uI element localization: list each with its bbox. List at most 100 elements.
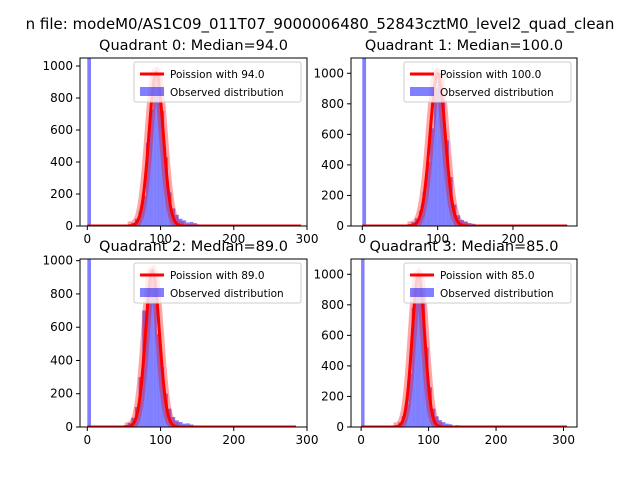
legend-box [133,61,302,103]
hist-bar [408,373,412,427]
x-tick-label: 100 [149,232,172,246]
hist-bar [149,109,154,226]
y-tick-label: 200 [321,389,344,403]
y-tick-label: 1000 [313,66,344,80]
x-tick-label: 300 [296,232,319,246]
hist-bar [142,195,146,226]
hist-spike-bar [87,259,91,427]
hist-bar [404,404,409,427]
hist-bar [171,417,176,427]
y-tick-label: 600 [50,123,73,137]
panel-title: Quadrant 3: Median=85.0 [370,239,559,255]
hist-bar [189,222,194,226]
hist-bar [411,307,416,427]
hist-bar [175,420,179,427]
hist-bar [430,128,434,226]
hist-bar [437,73,442,226]
y-tick-label: 800 [50,287,73,301]
hist-bar [460,219,464,226]
hist-spike-bar [361,259,365,427]
quadrant-panel-3: 0 100 200 300 0 200 400 600 800 1000 Quadrant 3: M… [313,239,578,447]
y-tick-label: 0 [65,219,73,233]
x-tick-label: 300 [296,433,319,447]
x-tick-label: 0 [84,433,92,447]
x-tick-label: 300 [552,433,575,447]
x-tick-label: 100 [426,232,449,246]
y-tick-label: 1000 [313,267,344,281]
hist-bar [418,274,422,427]
hist-bar [156,333,161,427]
legend-box [133,262,302,304]
axes-frame [350,57,578,227]
panel-title: Quadrant 2: Median=89.0 [99,239,288,255]
hist-bar [186,222,190,226]
axes-frame [350,258,578,428]
y-tick-label: 600 [50,320,73,334]
x-tick-label: 200 [222,232,245,246]
hist-bar [153,78,157,226]
x-tick-label: 100 [149,433,172,447]
hist-bar [421,297,426,427]
y-tick-label: 0 [65,420,73,434]
legend: Poission with 85.0 Observed distribution [403,262,572,304]
hist-bar [186,423,190,427]
hist-bar [153,280,157,427]
hist-bar [441,100,446,226]
hist-bar [435,416,439,427]
x-tick-label: 0 [358,232,366,246]
hist-bar [464,221,468,226]
legend-hist-swatch [140,288,164,297]
hist-bar [415,280,419,427]
legend-fit-label: Poission with 94.0 [170,69,265,81]
quadrant-panel-2: 0 100 200 300 0 200 400 600 800 1000 Quadrant 2: M… [42,239,318,447]
legend-fit-label: Poission with 89.0 [170,270,265,282]
legend-hist-swatch [140,87,164,96]
legend-box [403,61,572,103]
legend-fit-label: Poission with 85.0 [440,270,535,282]
legend: Poission with 94.0 Observed distribution [133,61,302,103]
y-tick-label: 200 [50,387,73,401]
x-tick-label: 200 [502,232,525,246]
hist-bar [445,140,449,226]
y-tick-label: 600 [321,328,344,342]
y-tick-label: 200 [321,188,344,202]
hist-bar [433,88,438,226]
y-tick-label: 400 [321,158,344,172]
y-tick-label: 0 [336,219,344,233]
hist-bar [160,367,165,427]
panel-title: Quadrant 1: Median=100.0 [365,38,563,54]
y-tick-label: 800 [321,97,344,111]
quadrant-panel-0: 0 100 200 300 0 200 400 600 800 1000 Quadrant 0: M… [42,38,318,246]
legend-hist-swatch [410,288,434,297]
hist-spike-bar [362,58,367,226]
hist-bar [182,423,187,427]
hist-bar [422,192,427,226]
legend-hist-label: Observed distribution [440,288,554,300]
hist-bar [426,161,431,226]
hist-bar [178,422,183,427]
hist-bar [145,300,150,427]
hist-bar [145,142,150,226]
y-tick-label: 400 [321,359,344,373]
hist-bar [438,420,443,427]
hist-bar [175,214,179,226]
hist-bar [425,347,429,427]
y-tick-label: 600 [321,127,344,141]
x-tick-label: 100 [417,433,440,447]
x-tick-label: 0 [84,232,92,246]
legend-hist-label: Observed distribution [170,87,284,99]
hist-bar [467,222,472,226]
y-tick-label: 400 [50,155,73,169]
legend-hist-swatch [410,87,434,96]
y-tick-label: 1000 [42,59,73,73]
quadrant-panel-1: 0 100 200 0 200 400 600 800 1000 Quadrant 1: Medi… [313,38,578,246]
x-tick-label: 0 [357,433,365,447]
figure-suptitle: n file: modeM0/AS1C09_011T07_9000006480_… [26,15,615,34]
axes-frame [79,57,308,227]
panel-title: Quadrant 0: Median=94.0 [99,38,288,54]
hist-bar [149,270,154,427]
legend-box [403,262,572,304]
hist-bar [178,218,183,226]
legend-fit-label: Poission with 100.0 [440,69,541,81]
